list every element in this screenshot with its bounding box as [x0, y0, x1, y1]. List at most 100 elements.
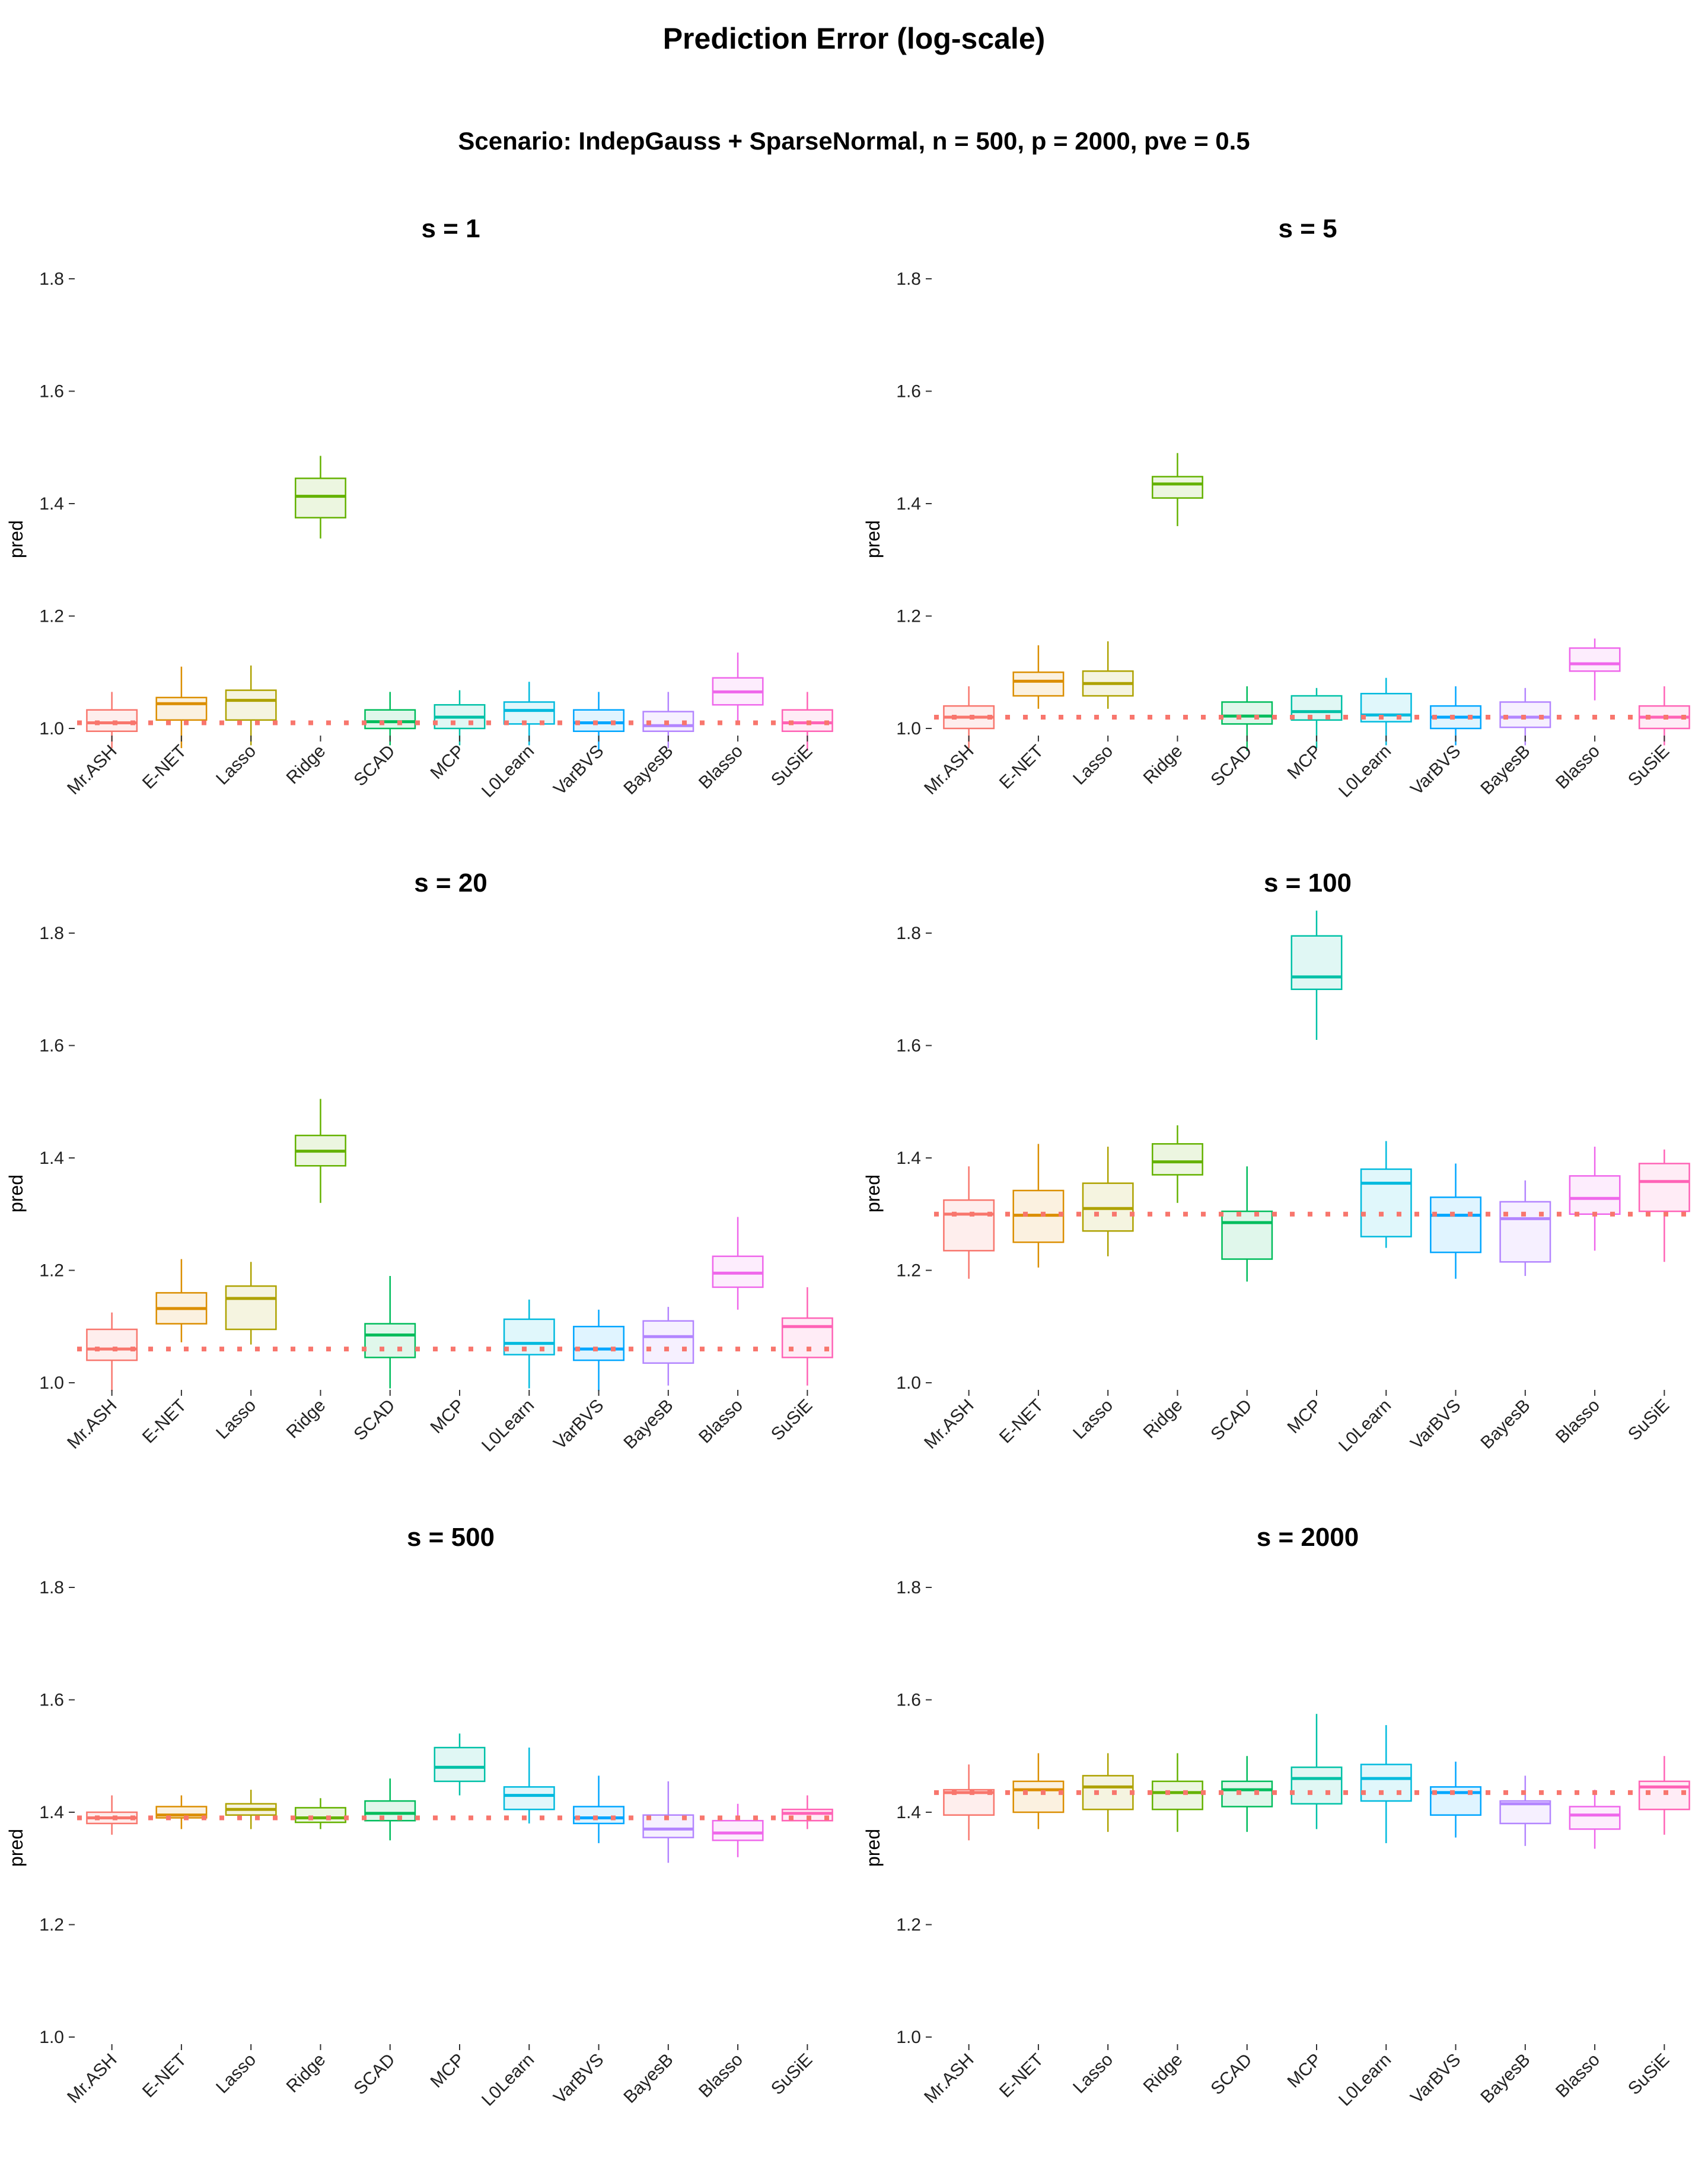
x-tick-label: SCAD [1207, 2050, 1255, 2099]
x-tick-label: VarBVS [1407, 1396, 1464, 1453]
y-tick-label: 1.0 [39, 2028, 64, 2047]
y-tick-label: 1.6 [39, 382, 64, 402]
main-title: Prediction Error (log-scale) [662, 22, 1046, 55]
box-iqr [364, 1800, 416, 1822]
x-tick-label: Ridge [283, 2050, 330, 2097]
y-tick-label: 1.0 [896, 719, 921, 739]
x-tick-label: BayesB [620, 1396, 677, 1453]
x-tick-label: MCP [426, 2050, 468, 2092]
x-tick-label: Mr.ASH [63, 742, 120, 798]
y-tick-label: 1.2 [39, 607, 64, 626]
x-tick-label: VarBVS [1407, 742, 1464, 799]
x-tick-label: SCAD [1207, 742, 1255, 790]
box-iqr [294, 478, 346, 518]
y-tick-label: 1.8 [896, 924, 921, 943]
x-tick-label: Ridge [283, 1396, 330, 1443]
x-tick-label: E-NET [139, 2050, 190, 2102]
x-tick-label: Blasso [1552, 1396, 1604, 1447]
x-tick-label: BayesB [620, 742, 677, 798]
box-iqr [434, 1746, 486, 1783]
panel-title: s = 1 [421, 214, 480, 243]
x-tick-label: E-NET [996, 742, 1047, 793]
y-axis-label: pred [5, 1175, 27, 1213]
y-tick-label: 1.4 [896, 494, 921, 514]
y-tick-label: 1.2 [896, 1915, 921, 1935]
y-tick-label: 1.2 [39, 1915, 64, 1935]
x-tick-label: Mr.ASH [63, 2050, 120, 2107]
x-tick-label: SuSiE [1624, 742, 1673, 790]
x-tick-label: L0Learn [478, 742, 538, 801]
x-tick-label: SuSiE [767, 742, 816, 790]
x-tick-label: MCP [426, 1396, 468, 1437]
x-tick-label: BayesB [1477, 2050, 1534, 2107]
x-tick-label: L0Learn [478, 2050, 538, 2110]
y-tick-label: 1.6 [896, 1691, 921, 1710]
box-iqr [642, 1320, 694, 1364]
x-tick-label: MCP [426, 742, 468, 783]
chart-subtitle: Scenario: IndepGauss + SparseNormal, n =… [458, 127, 1250, 155]
x-tick-label: L0Learn [1335, 1396, 1395, 1456]
box-iqr [1221, 701, 1273, 725]
box-iqr [573, 1326, 625, 1361]
panel-title: s = 2000 [1257, 1523, 1359, 1552]
box-iqr [155, 696, 208, 721]
y-axis-label: pred [862, 520, 884, 558]
x-tick-label: BayesB [620, 2050, 677, 2107]
x-tick-label: L0Learn [1335, 2050, 1395, 2110]
y-tick-label: 1.8 [39, 1578, 64, 1597]
box-iqr [1499, 701, 1551, 728]
y-tick-label: 1.2 [39, 1261, 64, 1281]
x-tick-label: Blasso [695, 2050, 747, 2102]
x-tick-label: SCAD [350, 2050, 399, 2099]
x-tick-label: BayesB [1477, 1396, 1534, 1453]
box-iqr [1638, 1163, 1690, 1213]
x-tick-label: L0Learn [478, 1396, 538, 1456]
x-tick-label: VarBVS [550, 2050, 607, 2108]
box-iqr [712, 1819, 764, 1841]
x-tick-label: SCAD [1207, 1396, 1255, 1444]
x-tick-label: Mr.ASH [63, 1396, 120, 1453]
box-iqr [1221, 1210, 1273, 1260]
x-tick-label: SCAD [350, 1396, 399, 1444]
box-iqr [1221, 1780, 1273, 1807]
x-tick-label: SuSiE [1624, 2050, 1673, 2099]
box-iqr [573, 709, 625, 732]
box-iqr [1569, 1806, 1621, 1830]
x-tick-label: SuSiE [1624, 1396, 1673, 1444]
box-iqr [1012, 672, 1065, 697]
y-tick-label: 1.4 [896, 1803, 921, 1822]
y-tick-label: 1.0 [39, 1373, 64, 1393]
box-iqr [1360, 1168, 1412, 1237]
box-iqr [503, 1786, 555, 1810]
y-tick-label: 1.2 [896, 607, 921, 626]
x-tick-label: E-NET [139, 742, 190, 793]
panel-title: s = 5 [1278, 214, 1337, 243]
x-tick-label: E-NET [996, 1396, 1047, 1447]
y-tick-label: 1.0 [896, 2028, 921, 2047]
box-iqr [86, 709, 138, 732]
box-iqr [503, 1318, 555, 1355]
y-tick-label: 1.6 [896, 382, 921, 402]
x-tick-label: VarBVS [550, 742, 607, 799]
x-tick-label: SuSiE [767, 1396, 816, 1444]
panel-title: s = 20 [414, 868, 487, 898]
box-iqr [86, 1328, 138, 1361]
x-tick-label: E-NET [139, 1396, 190, 1447]
y-tick-label: 1.8 [896, 1578, 921, 1597]
y-tick-label: 1.6 [39, 1691, 64, 1710]
box-iqr [1082, 1775, 1134, 1810]
x-tick-label: Blasso [695, 742, 747, 793]
box-iqr [1569, 647, 1621, 672]
y-axis-label: pred [5, 1829, 27, 1867]
x-tick-label: MCP [1283, 742, 1325, 783]
box-iqr [294, 1807, 346, 1824]
x-tick-label: VarBVS [550, 1396, 607, 1453]
y-axis-label: pred [862, 1829, 884, 1867]
box-iqr [1290, 935, 1343, 991]
x-tick-label: VarBVS [1407, 2050, 1464, 2108]
box-iqr [781, 1317, 833, 1358]
y-tick-label: 1.4 [896, 1148, 921, 1168]
x-tick-label: Mr.ASH [920, 742, 977, 798]
x-tick-label: Blasso [1552, 742, 1604, 793]
box-iqr [1151, 1143, 1203, 1176]
